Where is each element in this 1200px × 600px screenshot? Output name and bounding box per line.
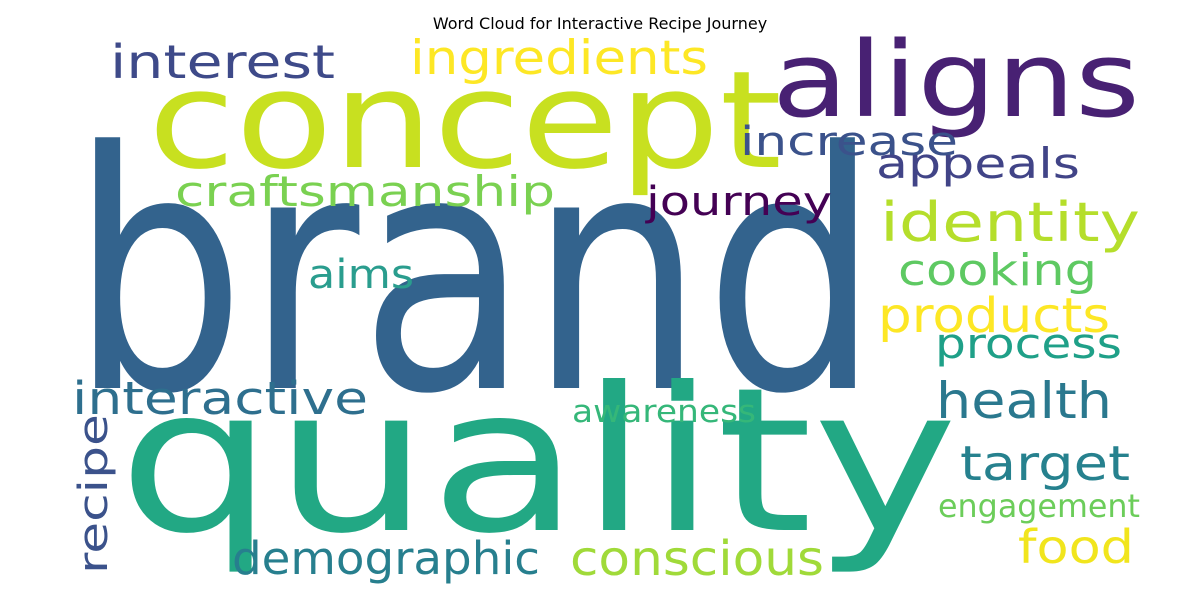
word-ingredients: ingredients (410, 31, 708, 86)
word-awareness: awareness (572, 394, 756, 430)
word-appeals: appeals (876, 139, 1080, 188)
word-identity: identity (880, 191, 1140, 254)
word-increase: increase (740, 119, 958, 165)
word-products: products (878, 288, 1110, 344)
word-target: target (960, 436, 1130, 492)
word-aligns: aligns (772, 19, 1140, 141)
word-conscious: conscious (570, 531, 824, 587)
word-demographic: demographic (232, 532, 540, 585)
word-craftsmanship: craftsmanship (175, 167, 555, 216)
word-interest: interest (110, 35, 335, 89)
word-aims: aims (308, 252, 414, 298)
word-interactive: interactive (72, 372, 368, 425)
chart-title: Word Cloud for Interactive Recipe Journe… (433, 14, 767, 33)
word-engagement: engagement (938, 487, 1140, 525)
word-recipe: recipe (71, 414, 117, 574)
word-health: health (936, 372, 1112, 430)
word-process: process (935, 319, 1122, 368)
word-journey: journey (645, 179, 832, 225)
word-cooking: cooking (898, 245, 1097, 296)
word-concept: concept (148, 42, 782, 199)
word-brand: brand (70, 82, 880, 466)
word-quality: quality (118, 345, 958, 578)
word-food: food (1018, 520, 1134, 574)
